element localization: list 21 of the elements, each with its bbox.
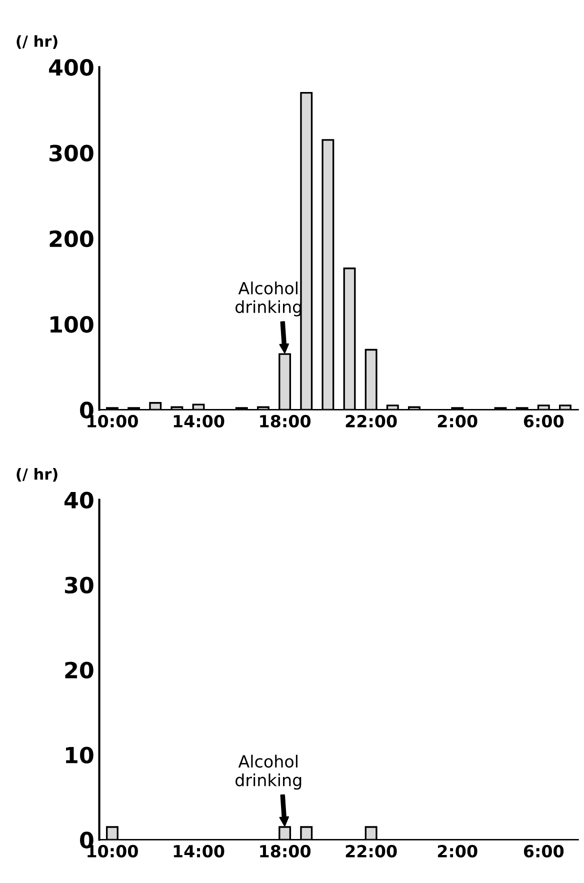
x-tick-label: 18:00 [260, 414, 311, 428]
x-tick-label: 22:00 [346, 844, 397, 858]
y-tick-label: 20 [65, 662, 94, 679]
x-tick-label: 6:00 [524, 414, 564, 428]
y-axis-title: (∕ hr) [16, 468, 58, 482]
x-tick-label: 6:00 [524, 844, 564, 858]
y-tick-label: 100 [50, 316, 94, 333]
y-tick-label: 300 [50, 144, 94, 162]
x-tick-label: 14:00 [174, 414, 224, 428]
x-tick-label: 2:00 [438, 844, 478, 858]
y-tick-label: 200 [50, 230, 94, 248]
x-tick-label: 22:00 [346, 414, 397, 428]
x-tick-label: 14:00 [174, 844, 224, 858]
y-tick-label: 40 [64, 492, 94, 509]
x-tick-label: 2:00 [438, 414, 478, 428]
y-tick-label: 30 [64, 576, 94, 594]
x-tick-label: 18:00 [260, 844, 311, 858]
annotation: Alcohol drinking [236, 754, 302, 790]
y-axis-title: (∕ hr) [16, 35, 58, 49]
y-tick-label: 400 [49, 59, 94, 76]
y-tick-label: 10 [66, 746, 94, 764]
